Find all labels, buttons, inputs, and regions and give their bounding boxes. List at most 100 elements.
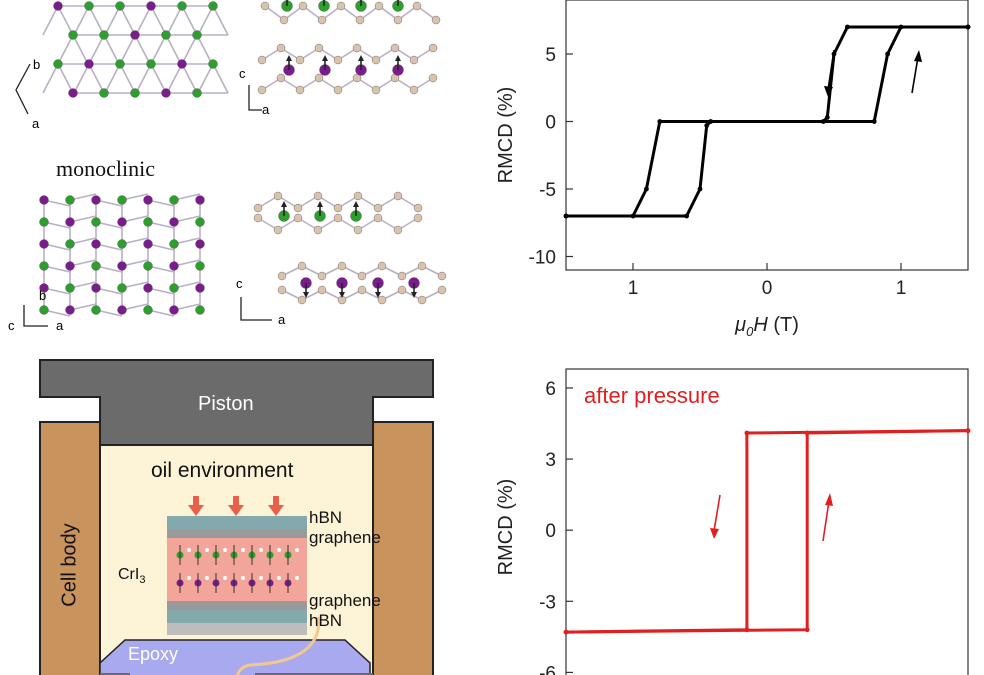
rmcd-chart-before: 5 0 -5 -10 1 0 1 RMCD (%) μ0H (T) [495,0,971,339]
atom [177,1,187,11]
iodine-atom [241,576,245,580]
atom [143,283,153,293]
graphene-top-layer [167,529,307,538]
atom [208,59,218,69]
spin-arrowhead [286,55,292,61]
sweep-up-arrow [911,56,919,94]
atom [65,305,75,315]
atom [161,88,171,98]
bond [181,34,198,65]
x-axis-label: μ0H (T) [734,314,799,339]
atom [91,217,101,227]
cri3-atoms [176,545,299,593]
y-axis-label: RMCD (%) [495,87,517,184]
iodine-atom [259,548,263,552]
atom [169,305,179,315]
y-tick-label: 6 [545,379,556,400]
sweep-down-arrowhead [824,86,833,97]
iodine-atom [241,548,245,552]
hbn-top-layer [167,516,307,529]
hbn-top-label: hBN [309,508,343,527]
atom [91,305,101,315]
iodine-atom [428,43,438,53]
cell-body-label: Cell body [58,523,81,607]
bond [72,34,89,65]
cell-body-label-box: Cell body [48,515,92,615]
iodine-atom [295,85,305,95]
bond [134,34,151,65]
monoclinic-side-view [253,191,447,305]
epoxy-plug [99,639,371,675]
data-point [965,428,971,434]
bond [57,63,74,94]
hbn-bottom-label: hBN [309,611,343,630]
axis-c-label: c [236,276,243,291]
cell-body-left [39,421,101,675]
iodine-atom [409,85,419,95]
iodine-atom [293,203,303,213]
spin-arrowhead [303,292,309,298]
y-tick-label: 0 [545,521,556,542]
axis-a-label: a [278,312,286,327]
atom [192,30,202,40]
atom [169,283,179,293]
iodine-atom [371,85,381,95]
base-left [100,673,130,675]
iodine-atom [373,203,383,213]
atom [39,261,49,271]
atom [143,305,153,315]
iodine-atom [273,225,283,235]
iodine-atom [393,15,403,25]
iodine-atom [333,213,343,223]
atom [68,88,78,98]
atom [65,217,75,227]
iodine-atom [353,225,363,235]
bond [119,34,136,65]
iodine-atom [223,548,227,552]
crystal-structures-panel: b a c a b c a c a [8,0,447,333]
bond [150,63,167,94]
iodine-atom [253,203,263,213]
cell-body-right [372,421,434,675]
iodine-atom [397,285,407,295]
y-tick-label: 3 [545,450,556,471]
sweep-up-arrow [822,500,830,542]
y-tick-label: -5 [539,180,556,201]
series-line-1 [565,429,969,634]
bond [104,63,121,94]
iodine-atom [297,261,307,271]
iodine-atom [390,43,400,53]
iodine-atom [317,285,327,295]
chart-annotation-after-pressure: after pressure [584,383,720,408]
iodine-atom [205,548,209,552]
atom [143,239,153,249]
iodine-atom [273,191,283,201]
atom [117,239,127,249]
atom [99,88,109,98]
epoxy-label: Epoxy [128,644,179,664]
base-right [255,673,373,675]
atom [91,283,101,293]
bond [166,5,183,36]
bond [88,34,105,65]
atom [195,217,205,227]
atom [169,195,179,205]
iodine-atom [352,43,362,53]
iodine-atom [377,295,387,305]
atom [195,261,205,271]
plot-frame [565,368,969,675]
iodine-atom [295,548,299,552]
iodine-atom [298,1,308,11]
iodine-atom [371,55,381,65]
atom [195,283,205,293]
bond [88,5,105,36]
bond [197,63,214,94]
atom [169,239,179,249]
axis-b-label: b [33,57,40,72]
iodine-atom [353,191,363,201]
iodine-atom [276,73,286,83]
data-point [697,186,703,192]
atom [195,305,205,315]
atom [91,195,101,205]
iodine-atom [333,203,343,213]
